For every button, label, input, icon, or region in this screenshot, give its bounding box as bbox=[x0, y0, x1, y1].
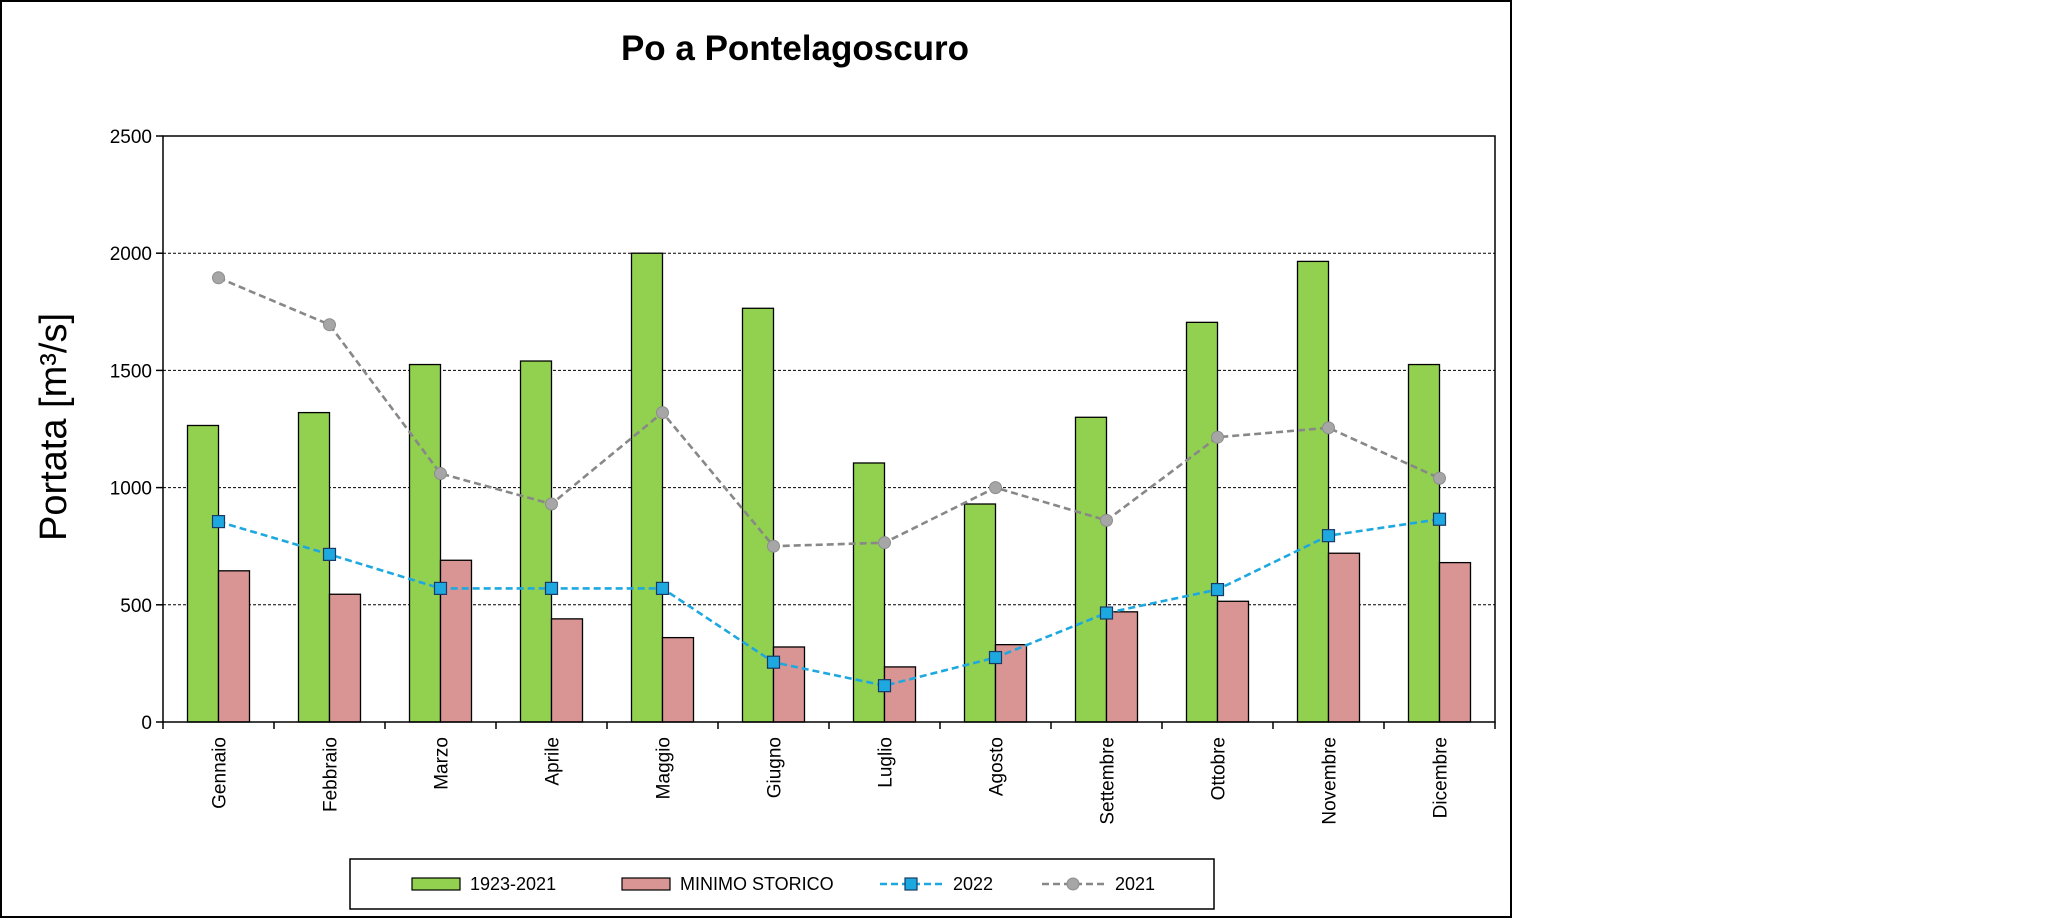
point-2022-settembre bbox=[1099, 606, 1114, 620]
legend-label-minimo-storico: MINIMO STORICO bbox=[680, 874, 834, 894]
chart-svg: Po a Pontelagoscuro Portata [m³/s] 0 500 1… bbox=[33, 29, 1496, 910]
x-tick-label-febbraio: Febbraio bbox=[321, 737, 342, 812]
point-2021-ottobre bbox=[1211, 430, 1224, 444]
x-tick-label-dicembre: Dicembre bbox=[1431, 737, 1452, 818]
legend-label-2022: 2022 bbox=[953, 874, 993, 894]
bar-1923-2021-novembre bbox=[1296, 260, 1330, 723]
y-tick-label: 500 bbox=[120, 596, 152, 617]
y-tick-label: 2000 bbox=[110, 244, 152, 265]
legend-swatch-1923-2021 bbox=[411, 877, 461, 891]
gridlines bbox=[163, 252, 1495, 606]
point-2021-febbraio bbox=[323, 318, 336, 332]
axes: 0 500 1000 1500 2000 2500 Gennaio Febbraio Marzo… bbox=[110, 127, 1496, 825]
x-tick-label-ottobre: Ottobre bbox=[1209, 737, 1230, 800]
point-2022-maggio bbox=[655, 581, 670, 595]
bar-minimo-storico-aprile bbox=[550, 618, 584, 723]
x-tick-label-settembre: Settembre bbox=[1098, 737, 1119, 825]
lines bbox=[211, 271, 1447, 693]
x-tick-label-gennaio: Gennaio bbox=[210, 737, 231, 809]
legend-marker-2022 bbox=[904, 877, 918, 891]
bar-minimo-storico-febbraio bbox=[328, 593, 362, 723]
legend-label-2021: 2021 bbox=[1115, 874, 1155, 894]
bar-minimo-storico-novembre bbox=[1327, 552, 1361, 723]
y-tick-label: 0 bbox=[141, 713, 152, 734]
bar-minimo-storico-dicembre bbox=[1438, 561, 1472, 723]
y-axis-label: Portata [m³/s] bbox=[33, 313, 75, 541]
legend-marker-2021 bbox=[1066, 877, 1080, 891]
point-2022-ottobre bbox=[1210, 582, 1225, 597]
bar-1923-2021-agosto bbox=[963, 503, 997, 723]
bar-1923-2021-settembre bbox=[1074, 416, 1108, 723]
chart-frame: Po a Pontelagoscuro Portata [m³/s] 0 500 1… bbox=[0, 0, 1512, 918]
y-tick-label: 2500 bbox=[110, 127, 152, 148]
bar-minimo-storico-ottobre bbox=[1216, 600, 1250, 723]
bar-1923-2021-febbraio bbox=[297, 411, 331, 723]
x-tick-label-marzo: Marzo bbox=[432, 737, 453, 790]
point-2022-gennaio bbox=[211, 514, 226, 529]
bar-minimo-storico-maggio bbox=[661, 636, 695, 723]
point-2022-luglio bbox=[877, 679, 892, 693]
bar-minimo-storico-settembre bbox=[1105, 611, 1139, 723]
bar-minimo-storico-luglio bbox=[883, 666, 917, 723]
x-tick-label-maggio: Maggio bbox=[654, 737, 675, 799]
point-2022-febbraio bbox=[322, 547, 337, 562]
plot-area-border bbox=[162, 135, 1496, 723]
point-2022-marzo bbox=[433, 581, 448, 595]
bars bbox=[186, 252, 1472, 723]
bar-1923-2021-ottobre bbox=[1185, 321, 1219, 723]
point-2021-agosto bbox=[989, 481, 1002, 495]
bar-1923-2021-aprile bbox=[519, 360, 553, 723]
bar-1923-2021-dicembre bbox=[1407, 363, 1441, 723]
point-2022-aprile bbox=[544, 581, 559, 595]
point-2021-settembre bbox=[1100, 513, 1113, 527]
bar-1923-2021-luglio bbox=[852, 462, 886, 723]
x-tick-label-agosto: Agosto bbox=[987, 737, 1008, 796]
point-2021-luglio bbox=[878, 536, 891, 550]
line-series-2022 bbox=[218, 517, 1440, 688]
point-2022-novembre bbox=[1321, 529, 1336, 543]
y-tick-label: 1000 bbox=[110, 479, 152, 500]
x-tick-label-giugno: Giugno bbox=[765, 737, 786, 798]
bar-minimo-storico-gennaio bbox=[217, 570, 251, 723]
legend-label-1923-2021: 1923-2021 bbox=[470, 874, 556, 894]
legend: 1923-2021 MINIMO STORICO 2022 2021 bbox=[349, 858, 1215, 910]
point-2021-novembre bbox=[1322, 421, 1335, 435]
x-tick-label-luglio: Luglio bbox=[876, 737, 897, 788]
point-2022-giugno bbox=[766, 655, 781, 669]
line-series-2021 bbox=[217, 276, 1441, 548]
x-tick-label-aprile: Aprile bbox=[543, 737, 564, 786]
point-2021-giugno bbox=[767, 539, 780, 553]
point-2021-dicembre bbox=[1433, 471, 1446, 485]
x-tick-label-novembre: Novembre bbox=[1320, 737, 1341, 825]
chart-title: Po a Pontelagoscuro bbox=[621, 29, 969, 68]
point-2021-gennaio bbox=[212, 271, 225, 285]
point-2022-dicembre bbox=[1432, 512, 1447, 526]
legend-swatch-minimo-storico bbox=[621, 877, 671, 891]
bar-1923-2021-maggio bbox=[630, 252, 664, 723]
point-2021-marzo bbox=[434, 467, 447, 481]
point-2021-aprile bbox=[545, 497, 558, 511]
bar-1923-2021-marzo bbox=[408, 363, 442, 723]
bar-1923-2021-gennaio bbox=[186, 424, 220, 723]
point-2022-agosto bbox=[988, 650, 1003, 665]
y-tick-label: 1500 bbox=[110, 361, 152, 382]
point-2021-maggio bbox=[656, 406, 669, 420]
